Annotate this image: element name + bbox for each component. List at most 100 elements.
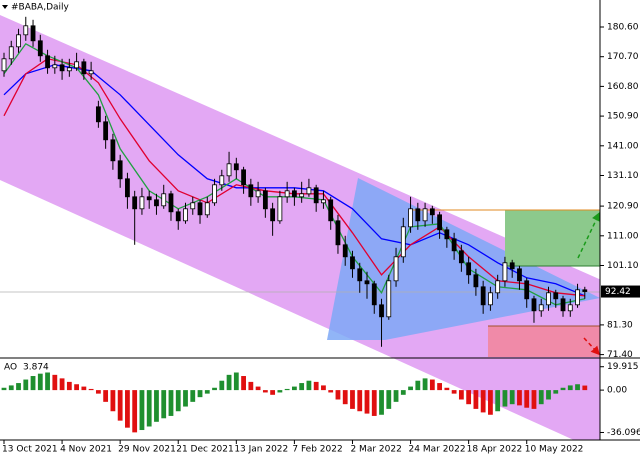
ao-bar xyxy=(183,390,188,407)
candle-body xyxy=(458,250,464,264)
x-tick-label: 10 May 2022 xyxy=(525,445,584,455)
ao-bar xyxy=(415,380,421,391)
ao-bar xyxy=(117,390,123,421)
ao-bar xyxy=(161,390,167,419)
ao-bar xyxy=(393,390,399,402)
ao-bar xyxy=(8,385,14,391)
ao-bar xyxy=(567,385,573,391)
price-label: 92.42 xyxy=(605,287,631,297)
candle-body xyxy=(262,190,268,210)
candle-body xyxy=(509,262,515,270)
ao-bar xyxy=(277,390,283,393)
candle-body xyxy=(95,106,101,123)
candle-body xyxy=(437,214,443,231)
ao-bar xyxy=(466,390,472,405)
ao-bar xyxy=(52,374,58,391)
ao-bar xyxy=(335,390,341,400)
ao-bar xyxy=(23,379,29,391)
ao-bar xyxy=(262,390,268,393)
candle-body xyxy=(37,40,43,57)
ao-bar xyxy=(1,387,7,391)
x-tick-label: 24 Mar 2022 xyxy=(409,445,466,455)
ao-bar xyxy=(458,390,464,400)
y-tick-label: 131.10 xyxy=(607,171,639,181)
y-tick-label: 180.60 xyxy=(607,23,639,33)
ao-bar xyxy=(444,387,450,391)
candle-body xyxy=(517,268,522,282)
candle-body xyxy=(154,199,159,207)
ao-bar xyxy=(132,390,138,433)
ao-bar xyxy=(495,390,501,412)
ao-bar xyxy=(197,390,203,398)
ao-bar xyxy=(524,390,530,408)
candle-body xyxy=(502,262,508,282)
ao-bar xyxy=(473,390,479,409)
candle-body xyxy=(328,199,334,222)
ao-bar xyxy=(30,376,36,391)
ao-bar xyxy=(321,385,326,391)
down-arrow xyxy=(583,337,600,356)
candle-body xyxy=(23,25,29,36)
candle-body xyxy=(30,25,36,42)
candle-body xyxy=(16,34,21,48)
indicator-name: AO xyxy=(4,363,17,373)
candle-body xyxy=(567,304,573,312)
ao-bar xyxy=(175,390,181,412)
x-tick-label: 18 Apr 2022 xyxy=(467,445,523,455)
candle-body xyxy=(575,289,580,306)
candle-body xyxy=(212,184,217,204)
x-tick-label: 21 Dec 2021 xyxy=(176,445,234,455)
candle-body xyxy=(226,163,232,177)
y-tick-label: 160.80 xyxy=(607,82,639,92)
candle-body xyxy=(132,196,138,210)
ao-bar xyxy=(74,384,79,391)
candle-body xyxy=(299,193,305,198)
candle-body xyxy=(74,61,79,69)
candle-body xyxy=(321,199,326,204)
candle-body xyxy=(350,256,355,270)
candle-body xyxy=(241,169,246,186)
candle-body xyxy=(473,274,479,288)
y-tick-label: 150.90 xyxy=(607,112,639,122)
candle-body xyxy=(168,193,174,213)
ao-bar xyxy=(154,390,159,422)
candle-body xyxy=(219,175,225,186)
candle-body xyxy=(546,292,551,306)
candle-body xyxy=(444,229,450,240)
ao-bar xyxy=(95,390,101,394)
menu-icon xyxy=(2,5,8,9)
x-tick-label: 4 Nov 2021 xyxy=(60,445,112,455)
ao-bar xyxy=(306,380,312,391)
ao-bar xyxy=(517,390,522,406)
candle-body xyxy=(538,304,544,312)
ao-bar xyxy=(502,390,508,407)
candle-body xyxy=(451,238,457,252)
ao-bar xyxy=(292,386,297,391)
ao-bar xyxy=(328,390,334,393)
candle-body xyxy=(415,208,421,222)
ao-bar xyxy=(110,390,116,412)
candle-body xyxy=(560,298,566,312)
candle-body xyxy=(284,190,290,198)
y-tick-label: 111.00 xyxy=(607,231,639,241)
y-tick-label: -36.096 xyxy=(607,428,640,438)
ao-bar xyxy=(451,390,457,394)
chart-title: #BABA,Daily xyxy=(11,3,70,13)
ao-bar xyxy=(241,376,246,391)
y-tick-label: 0.00 xyxy=(607,386,627,396)
candle-body xyxy=(52,64,58,69)
target-zone xyxy=(505,210,600,266)
ao-bar xyxy=(66,381,72,391)
ao-bar xyxy=(45,372,50,391)
y-tick-label: 170.70 xyxy=(607,52,639,62)
ao-bar xyxy=(284,388,290,391)
ao-bar xyxy=(422,378,428,391)
ao-bar xyxy=(509,390,515,405)
candle-body xyxy=(429,208,435,216)
ao-bar xyxy=(168,390,174,416)
candle-body xyxy=(233,163,239,171)
y-tick-label: 101.10 xyxy=(607,261,639,271)
candle-body xyxy=(183,208,188,222)
candle-body xyxy=(342,244,348,258)
stop-zone xyxy=(488,326,600,357)
